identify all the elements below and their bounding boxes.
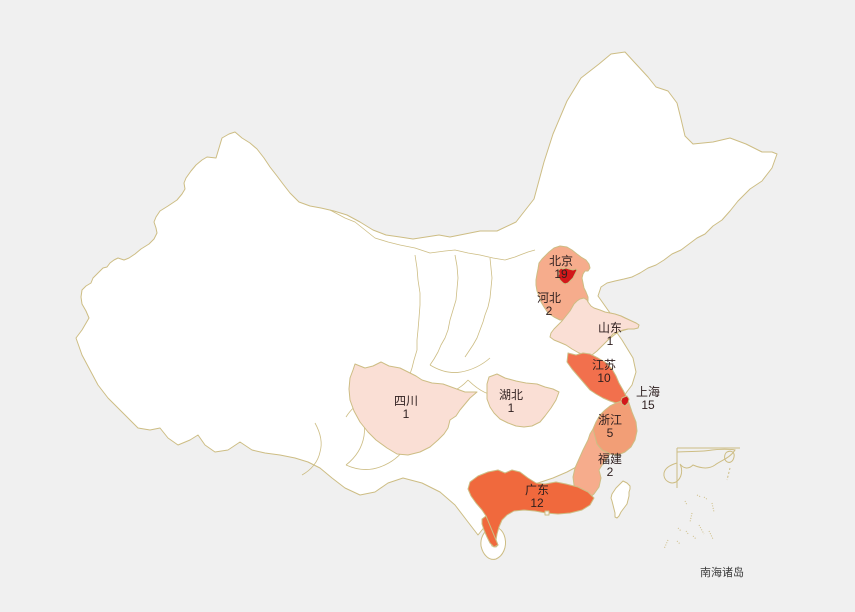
svg-text:12: 12	[530, 496, 544, 510]
svg-text:浙江: 浙江	[598, 413, 622, 427]
svg-text:19: 19	[554, 267, 568, 281]
svg-text:5: 5	[607, 426, 614, 440]
svg-text:2: 2	[546, 304, 553, 318]
svg-text:南海诸岛: 南海诸岛	[700, 565, 744, 579]
svg-text:2: 2	[607, 465, 614, 479]
svg-text:湖北: 湖北	[499, 387, 523, 402]
svg-text:河北: 河北	[537, 291, 561, 305]
svg-text:15: 15	[641, 398, 655, 412]
svg-text:1: 1	[403, 407, 410, 421]
svg-text:山东: 山东	[598, 321, 622, 335]
svg-text:上海: 上海	[636, 384, 660, 399]
svg-text:1: 1	[508, 401, 515, 415]
svg-text:江苏: 江苏	[592, 358, 616, 372]
svg-text:10: 10	[597, 371, 611, 385]
svg-text:1: 1	[607, 334, 614, 348]
svg-text:北京: 北京	[549, 254, 573, 268]
svg-text:福建: 福建	[598, 451, 622, 466]
svg-text:广东: 广东	[525, 483, 549, 497]
svg-text:四川: 四川	[394, 394, 418, 408]
